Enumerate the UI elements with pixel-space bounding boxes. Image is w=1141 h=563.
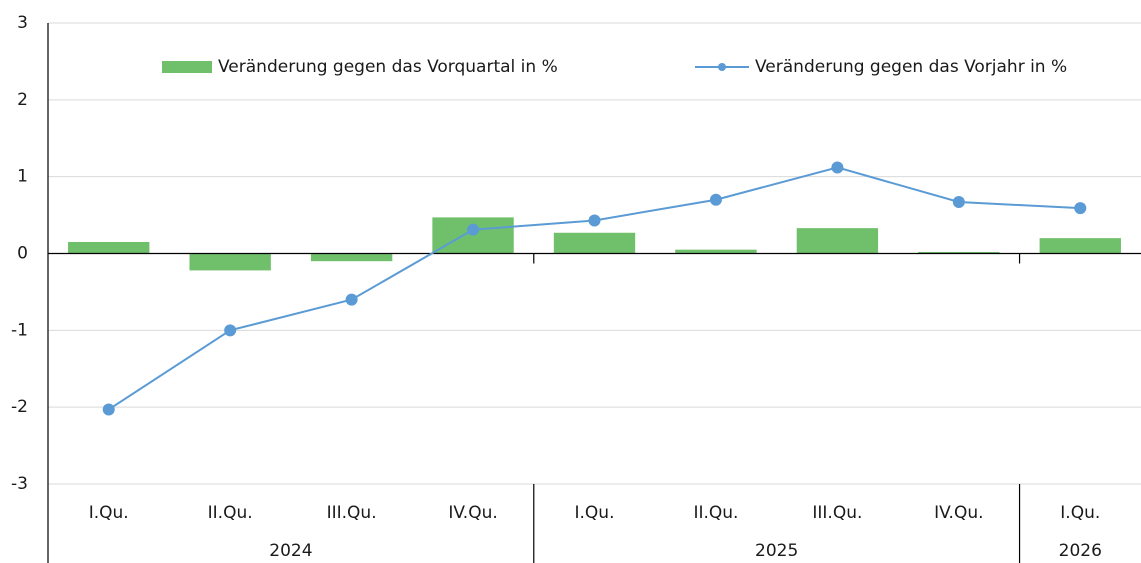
line-marker (588, 214, 601, 227)
y-tick-label: 1 (17, 167, 28, 187)
x-tick-label: IV.Qu. (934, 503, 983, 523)
line-marker (467, 223, 480, 236)
legend-marker (718, 63, 726, 71)
x-tick-label: I.Qu. (1060, 503, 1100, 523)
x-tick-label: I.Qu. (89, 503, 129, 523)
bar (553, 232, 636, 254)
y-tick-label: 0 (17, 244, 28, 264)
line-marker (831, 161, 844, 174)
y-tick-label: -2 (11, 397, 28, 417)
x-tick-label: II.Qu. (693, 503, 738, 523)
legend-swatch (162, 61, 212, 73)
bar (796, 228, 879, 254)
x-tick-label: II.Qu. (208, 503, 253, 523)
bar (675, 249, 757, 254)
x-tick-label: IV.Qu. (448, 503, 497, 523)
x-group-label: 2024 (269, 541, 312, 561)
line-marker (1074, 202, 1087, 215)
bar (68, 241, 150, 254)
y-tick-label: 2 (17, 90, 28, 110)
legend-label: Veränderung gegen das Vorquartal in % (218, 57, 558, 77)
line-marker (952, 196, 965, 209)
x-group-label: 2026 (1059, 541, 1102, 561)
bar (310, 253, 393, 262)
line-marker (709, 193, 722, 206)
line-marker (102, 403, 115, 416)
bar (1039, 238, 1121, 254)
x-tick-label: I.Qu. (575, 503, 615, 523)
y-tick-label: 3 (17, 13, 28, 33)
y-tick-label: -1 (11, 320, 28, 340)
line-marker (345, 293, 358, 306)
line (108, 166, 1081, 411)
line-marker (224, 324, 237, 337)
x-group-label: 2025 (755, 541, 798, 561)
y-tick-label: -3 (11, 474, 28, 494)
x-tick-label: III.Qu. (812, 503, 862, 523)
x-tick-label: III.Qu. (327, 503, 377, 523)
legend-label: Veränderung gegen das Vorjahr in % (755, 57, 1067, 77)
bar (189, 253, 271, 271)
bar (918, 251, 1000, 254)
